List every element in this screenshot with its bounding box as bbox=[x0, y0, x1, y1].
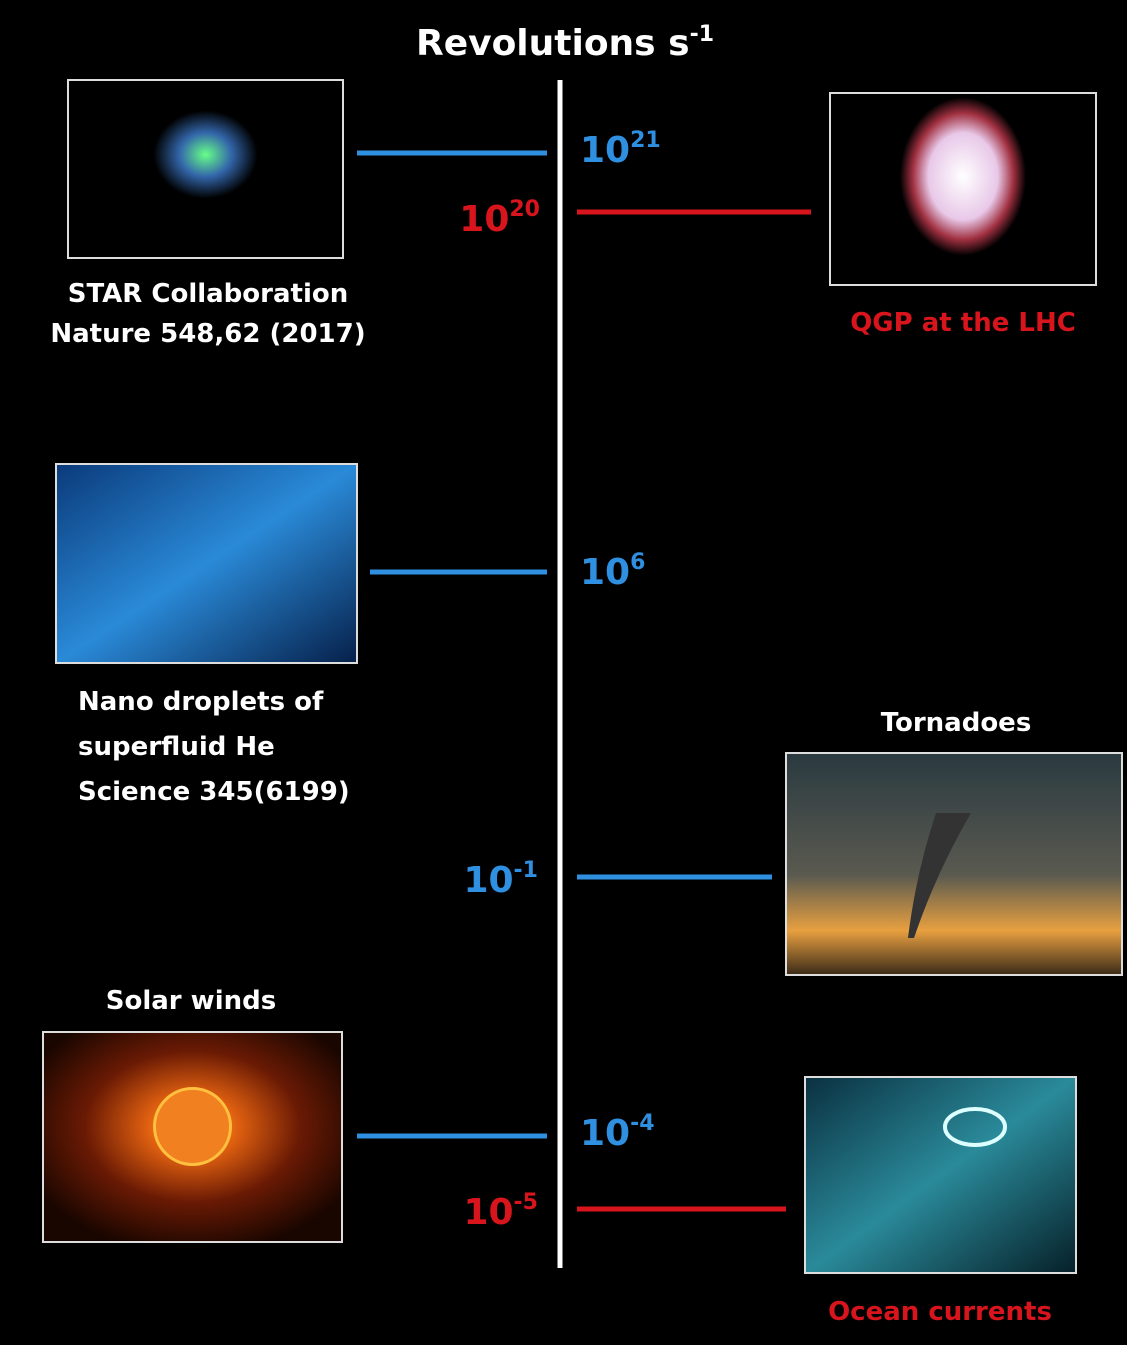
value-exponent: 20 bbox=[509, 197, 540, 222]
item: STAR Collaboration Nature 548,62 (2017) 10… bbox=[50, 80, 660, 349]
page: {"title": {"text": "Revolutions s", "sup… bbox=[0, 0, 1127, 1341]
value-base: 10 bbox=[580, 552, 630, 593]
value-label: 10-5 bbox=[463, 1190, 538, 1233]
item-label: Tornadoes bbox=[881, 708, 1032, 738]
item-label: STAR Collaboration bbox=[68, 279, 349, 309]
diagram: Revolutions s-1 STAR CollaborationNature… bbox=[0, 0, 1127, 1341]
title: Revolutions s-1 bbox=[416, 22, 714, 64]
item-label: Solar winds bbox=[106, 986, 276, 1016]
value-exponent: 6 bbox=[630, 550, 645, 575]
image-frame bbox=[56, 464, 357, 663]
value-exponent: -4 bbox=[630, 1111, 654, 1136]
value-exponent: 21 bbox=[630, 128, 661, 153]
value-base: 10 bbox=[580, 1113, 630, 1154]
image-content bbox=[155, 1089, 231, 1165]
item-label: superfluid He bbox=[78, 732, 275, 762]
title-superscript: -1 bbox=[690, 22, 714, 47]
item-label: Nature 548,62 (2017) bbox=[50, 319, 365, 349]
image-content bbox=[893, 97, 1033, 273]
item: Nano droplets of superfluid He Science 345… bbox=[56, 464, 645, 807]
item-label: QGP at the LHC bbox=[850, 308, 1076, 338]
value-label: 10-4 bbox=[580, 1111, 655, 1154]
image-content bbox=[141, 105, 271, 215]
title-text: Revolutions s bbox=[416, 23, 690, 64]
value-exponent: -5 bbox=[514, 1190, 538, 1215]
value-base: 10 bbox=[463, 1192, 513, 1233]
value-base: 10 bbox=[580, 130, 630, 171]
value-label: 106 bbox=[580, 550, 645, 593]
value-label: 10-1 bbox=[463, 858, 538, 901]
value-base: 10 bbox=[463, 860, 513, 901]
value-label: 1020 bbox=[459, 197, 540, 240]
value-label: 1021 bbox=[580, 128, 661, 171]
item-label: Ocean currents bbox=[828, 1297, 1052, 1327]
image-frame bbox=[805, 1077, 1076, 1273]
value-base: 10 bbox=[459, 199, 509, 240]
value-exponent: -1 bbox=[514, 858, 538, 883]
item-label: Nano droplets of bbox=[78, 687, 324, 717]
image-frame bbox=[786, 753, 1122, 975]
item-label: Science 345(6199) bbox=[78, 777, 350, 807]
